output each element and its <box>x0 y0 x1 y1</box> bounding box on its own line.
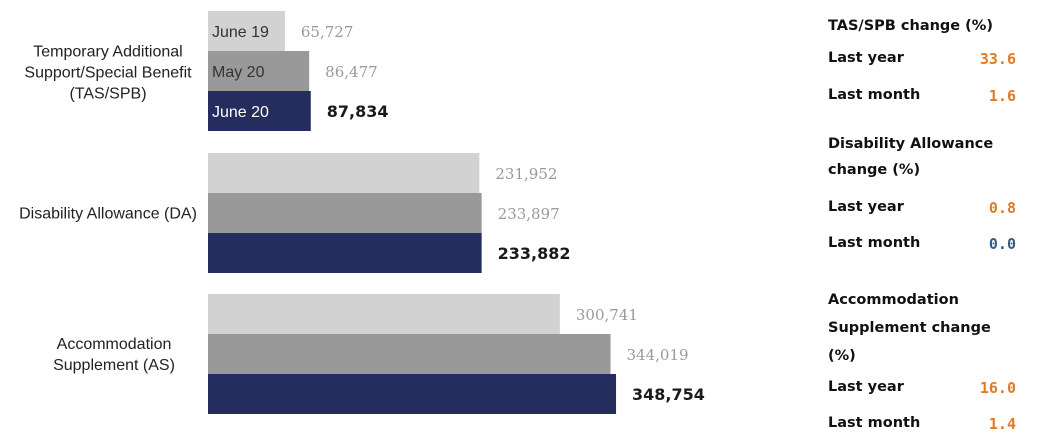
section-title-da: Disability Allowance change (%) <box>828 136 994 178</box>
value-label-da-may-20: 233,897 <box>498 205 560 223</box>
as-last-month-label: Last month <box>828 415 921 431</box>
value-label-da-june-19: 231,952 <box>495 165 557 183</box>
value-label-tas-spb-june-19: 65,727 <box>301 23 354 41</box>
tas-spb-last-month-value: 1.6 <box>988 87 1016 105</box>
bar-chart: June 19 65,727 May 20 86,477 June 20 87,834 23… <box>208 11 705 414</box>
bar-da-june-20 <box>208 233 482 273</box>
da-last-year-label: Last year <box>828 199 904 215</box>
as-last-year-label: Last year <box>828 379 904 395</box>
legend-label-june-19: June 19 <box>212 24 269 41</box>
category-label-as: Accommodation Supplement (AS) <box>53 336 175 374</box>
value-label-tas-spb-may-20: 86,477 <box>325 63 378 81</box>
value-label-as-may-20: 344,019 <box>627 346 689 364</box>
bar-as-may-20 <box>208 334 611 374</box>
category-label-da: Disability Allowance (DA) <box>19 205 197 223</box>
value-label-as-june-20: 348,754 <box>632 385 705 404</box>
value-label-as-june-19: 300,741 <box>576 306 638 324</box>
legend-label-may-20: May 20 <box>212 64 265 81</box>
da-last-year-value: 0.8 <box>988 199 1016 217</box>
section-title-tas-spb: TAS/SPB change (%) <box>828 18 993 34</box>
value-label-da-june-20: 233,882 <box>498 244 571 263</box>
da-last-month-label: Last month <box>828 235 921 251</box>
value-label-tas-spb-june-20: 87,834 <box>327 102 389 121</box>
bar-da-may-20 <box>208 193 482 233</box>
da-last-month-value: 0.0 <box>988 235 1016 253</box>
bar-tas-spb-june-19 <box>208 11 285 51</box>
bar-as-june-20 <box>208 374 617 414</box>
category-label-tas-spb: Temporary Additional Support/Special Ben… <box>24 43 192 103</box>
bar-da-june-19 <box>208 153 480 193</box>
bar-as-june-19 <box>208 294 560 334</box>
tas-spb-last-year-label: Last year <box>828 50 904 66</box>
section-title-as: Accommodation Supplement change (%) <box>828 292 991 364</box>
tas-spb-last-month-label: Last month <box>828 87 921 103</box>
as-last-month-value: 1.4 <box>988 415 1016 433</box>
as-last-year-value: 16.0 <box>979 379 1016 397</box>
legend-label-june-20: June 20 <box>212 104 269 121</box>
bar-tas-spb-may-20 <box>208 51 310 91</box>
tas-spb-last-year-value: 33.6 <box>979 50 1016 68</box>
bar-tas-spb-june-20 <box>208 91 311 131</box>
